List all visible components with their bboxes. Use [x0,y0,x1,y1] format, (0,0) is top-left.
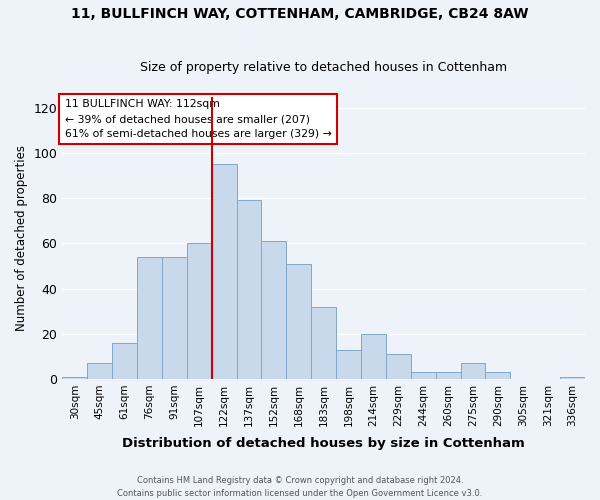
Y-axis label: Number of detached properties: Number of detached properties [15,144,28,330]
Bar [62,376,87,379]
Bar [485,372,511,379]
Bar [386,354,411,379]
Bar [262,241,286,379]
Bar [311,306,336,379]
Bar [236,200,262,379]
Bar [187,244,212,379]
Text: 11 BULLFINCH WAY: 112sqm
← 39% of detached houses are smaller (207)
61% of semi-: 11 BULLFINCH WAY: 112sqm ← 39% of detach… [65,100,332,139]
Bar [137,257,162,379]
Bar [112,343,137,379]
Bar [361,334,386,379]
X-axis label: Distribution of detached houses by size in Cottenham: Distribution of detached houses by size … [122,437,525,450]
Bar [212,164,236,379]
Bar [87,363,112,379]
Bar [336,350,361,379]
Text: 11, BULLFINCH WAY, COTTENHAM, CAMBRIDGE, CB24 8AW: 11, BULLFINCH WAY, COTTENHAM, CAMBRIDGE,… [71,8,529,22]
Text: Contains HM Land Registry data © Crown copyright and database right 2024.
Contai: Contains HM Land Registry data © Crown c… [118,476,482,498]
Title: Size of property relative to detached houses in Cottenham: Size of property relative to detached ho… [140,62,507,74]
Bar [436,372,461,379]
Bar [461,363,485,379]
Bar [411,372,436,379]
Bar [162,257,187,379]
Bar [286,264,311,379]
Bar [560,376,585,379]
